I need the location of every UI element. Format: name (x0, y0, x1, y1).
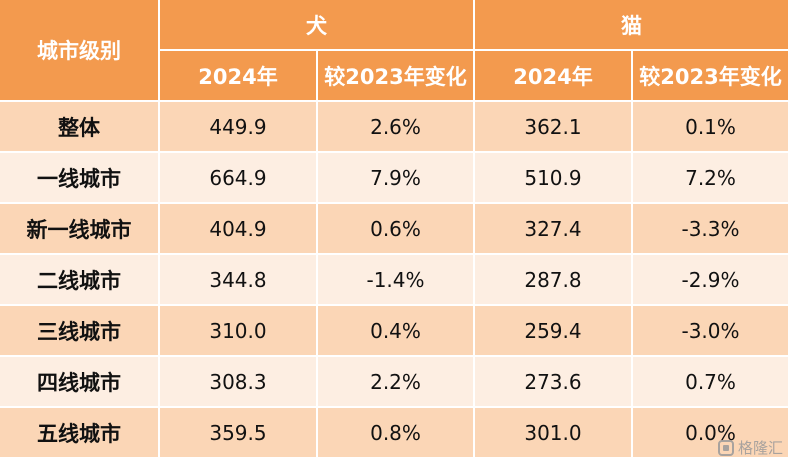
table-row: 一线城市 664.9 7.9% 510.9 7.2% (0, 153, 790, 204)
dog-change-cell: 2.2% (318, 357, 475, 408)
dog-2024-cell: 344.8 (160, 255, 318, 306)
city-cell: 一线城市 (0, 153, 160, 204)
cat-2024-cell: 301.0 (475, 408, 633, 459)
cat-2024-cell: 510.9 (475, 153, 633, 204)
dog-change-cell: 0.4% (318, 306, 475, 357)
cat-2024-cell: 362.1 (475, 102, 633, 153)
dog-change-cell: 0.6% (318, 204, 475, 255)
table-row: 二线城市 344.8 -1.4% 287.8 -2.9% (0, 255, 790, 306)
city-cell: 三线城市 (0, 306, 160, 357)
table-row: 整体 449.9 2.6% 362.1 0.1% (0, 102, 790, 153)
table-row: 三线城市 310.0 0.4% 259.4 -3.0% (0, 306, 790, 357)
dog-change-cell: 2.6% (318, 102, 475, 153)
dog-2024-cell: 308.3 (160, 357, 318, 408)
watermark: 格隆汇 (717, 437, 783, 458)
watermark-text: 格隆汇 (737, 439, 783, 457)
cat-change-cell: 0.1% (633, 102, 790, 153)
city-cell: 五线城市 (0, 408, 160, 459)
dog-group-header: 犬 (160, 0, 475, 51)
dog-change-cell: 7.9% (318, 153, 475, 204)
dog-change-cell: -1.4% (318, 255, 475, 306)
table-row: 四线城市 308.3 2.2% 273.6 0.7% (0, 357, 790, 408)
dog-2024-cell: 664.9 (160, 153, 318, 204)
cat-change-cell: -3.3% (633, 204, 790, 255)
cat-change-cell: 7.2% (633, 153, 790, 204)
cat-2024-cell: 287.8 (475, 255, 633, 306)
city-cell: 二线城市 (0, 255, 160, 306)
logo-icon (717, 439, 734, 456)
dog-change-header: 较2023年变化 (318, 51, 475, 102)
city-cell: 新一线城市 (0, 204, 160, 255)
cat-2024-cell: 273.6 (475, 357, 633, 408)
cat-change-cell: 0.7% (633, 357, 790, 408)
cat-2024-header: 2024年 (475, 51, 633, 102)
dog-change-cell: 0.8% (318, 408, 475, 459)
cat-change-cell: 0.0% (633, 408, 790, 459)
cat-change-header: 较2023年变化 (633, 51, 790, 102)
city-cell: 整体 (0, 102, 160, 153)
cat-2024-cell: 259.4 (475, 306, 633, 357)
table-row: 五线城市 359.5 0.8% 301.0 0.0% (0, 408, 790, 459)
dog-2024-header: 2024年 (160, 51, 318, 102)
dog-2024-cell: 310.0 (160, 306, 318, 357)
city-level-header: 城市级别 (0, 0, 160, 102)
cat-change-cell: -3.0% (633, 306, 790, 357)
cat-change-cell: -2.9% (633, 255, 790, 306)
dog-2024-cell: 404.9 (160, 204, 318, 255)
cat-group-header: 猫 (475, 0, 790, 51)
city-cell: 四线城市 (0, 357, 160, 408)
table-row: 新一线城市 404.9 0.6% 327.4 -3.3% (0, 204, 790, 255)
cat-2024-cell: 327.4 (475, 204, 633, 255)
dog-2024-cell: 449.9 (160, 102, 318, 153)
dog-2024-cell: 359.5 (160, 408, 318, 459)
